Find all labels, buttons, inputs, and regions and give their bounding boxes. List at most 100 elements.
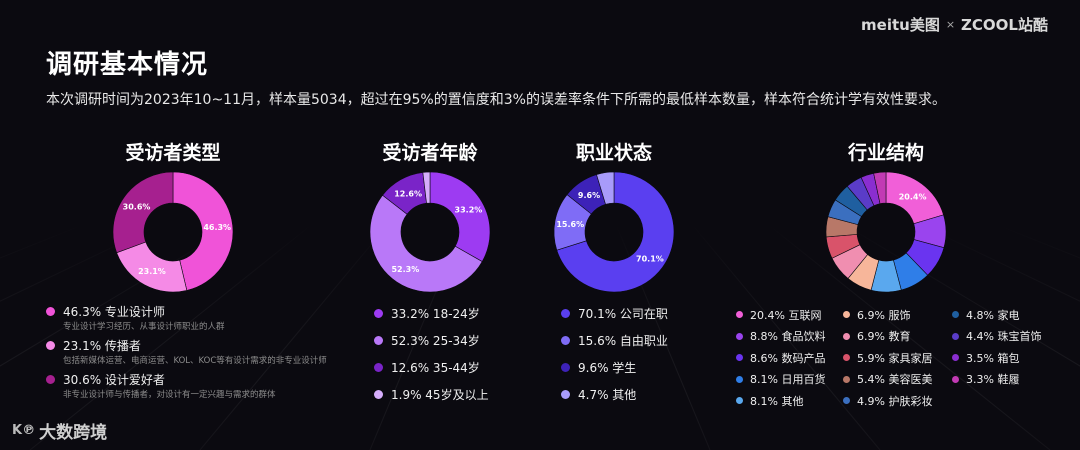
donut-slice-label: 70.1% <box>636 254 664 263</box>
donut-slice-label: 46.3% <box>203 223 231 232</box>
legend-item: 8.1% 日用百货 <box>736 369 843 391</box>
legend-item: 3.5% 箱包 <box>952 347 1052 369</box>
donut-chart-respondent-type: 46.3% 23.1% 30.6% <box>112 171 234 293</box>
legend-label: 9.6% 学生 <box>578 361 637 375</box>
brand-watermark: K℗ 大数跨境 <box>12 418 107 443</box>
legend-industry: 20.4% 互联网 6.9% 服饰 4.8% 家电 8.8% 食品饮料 6.9%… <box>736 304 1052 412</box>
legend-label: 6.9% 教育 <box>857 330 911 344</box>
legend-item: 20.4% 互联网 <box>736 304 843 326</box>
legend-item: 15.6% 自由职业 <box>561 327 668 354</box>
legend-dot <box>843 397 850 405</box>
legend-label: 1.9% 45岁及以上 <box>391 388 489 402</box>
legend-label: 12.6% 35-44岁 <box>391 361 480 375</box>
legend-dot <box>952 311 959 319</box>
donut-slice <box>556 171 675 293</box>
donut-slice-label: 9.6% <box>578 191 600 200</box>
legend-item: 4.4% 珠宝首饰 <box>952 326 1052 348</box>
donut-chart-employment: 70.1% 15.6% 9.6% <box>553 171 675 293</box>
legend-dot <box>736 332 743 340</box>
legend-item: 70.1% 公司在职 <box>561 300 668 327</box>
legend-item: 5.9% 家具家居 <box>843 347 952 369</box>
legend-dot <box>46 374 55 384</box>
chart-title-age: 受访者年龄 <box>382 142 478 164</box>
brand-text: 大数跨境 <box>39 423 108 443</box>
legend-label: 5.9% 家具家居 <box>857 351 933 365</box>
legend-item: 8.6% 数码产品 <box>736 347 843 369</box>
legend-dot <box>561 336 570 345</box>
legend-label: 4.9% 护肤彩妆 <box>857 394 933 408</box>
chart-title-employment: 职业状态 <box>575 142 652 164</box>
legend-label: 8.6% 数码产品 <box>750 351 826 365</box>
legend-item: 30.6% 设计爱好者 <box>46 370 327 388</box>
legend-dot <box>843 311 850 319</box>
page-title: 调研基本情况 <box>46 50 209 80</box>
legend-employment: 70.1% 公司在职 15.6% 自由职业 9.6% 学生 4.7% 其他 <box>561 300 668 408</box>
legend-dot <box>736 311 743 319</box>
legend-item: 4.9% 护肤彩妆 <box>843 390 952 412</box>
legend-label: 4.7% 其他 <box>578 388 637 402</box>
donut-slice <box>596 171 615 205</box>
legend-item: 3.3% 鞋履 <box>952 369 1052 391</box>
legend-label: 20.4% 互联网 <box>750 308 822 322</box>
legend-label: 3.5% 箱包 <box>966 351 1020 365</box>
legend-dot <box>843 354 850 362</box>
legend-item <box>952 390 1052 412</box>
legend-label: 8.1% 其他 <box>750 394 804 408</box>
legend-dot <box>374 363 383 372</box>
legend-label: 15.6% 自由职业 <box>578 334 668 348</box>
donut-slice <box>873 171 887 204</box>
legend-dot <box>374 390 383 399</box>
logo-separator: × <box>945 18 956 31</box>
legend-dot <box>374 336 383 345</box>
donut-slice <box>172 171 234 291</box>
donut-slice-label: 15.6% <box>556 220 584 229</box>
legend-dot <box>843 332 850 340</box>
legend-dot <box>561 390 570 399</box>
legend-item: 46.3% 专业设计师 <box>46 302 327 320</box>
legend-dot <box>736 375 743 383</box>
legend-label: 46.3% 专业设计师 <box>63 304 165 319</box>
legend-dot <box>46 306 55 316</box>
legend-item: 6.9% 服饰 <box>843 304 952 326</box>
donut-chart-age: 33.2% 52.3% 12.6% <box>369 171 491 293</box>
legend-age: 33.2% 18-24岁 52.3% 25-34岁 12.6% 35-44岁 1… <box>374 300 489 408</box>
legend-item: 12.6% 35-44岁 <box>374 354 489 381</box>
page-subtitle: 本次调研时间为2023年10~11月，样本量5034，超过在95%的置信度和3%… <box>46 92 946 108</box>
legend-dot <box>736 397 743 405</box>
legend-dot <box>561 309 570 318</box>
legend-item: 23.1% 传播者 <box>46 336 327 354</box>
legend-label: 4.8% 家电 <box>966 308 1020 322</box>
legend-item: 1.9% 45岁及以上 <box>374 381 489 408</box>
legend-item: 9.6% 学生 <box>561 354 668 381</box>
legend-item: 4.7% 其他 <box>561 381 668 408</box>
legend-item: 33.2% 18-24岁 <box>374 300 489 327</box>
legend-label: 30.6% 设计爱好者 <box>63 372 165 387</box>
legend-dot <box>561 363 570 372</box>
legend-label: 6.9% 服饰 <box>857 308 911 322</box>
donut-slice-label: 12.6% <box>394 189 422 198</box>
legend-item: 8.1% 其他 <box>736 390 843 412</box>
legend-label: 33.2% 18-24岁 <box>391 307 480 321</box>
legend-label: 23.1% 传播者 <box>63 338 141 353</box>
legend-label: 3.3% 鞋履 <box>966 373 1020 387</box>
legend-dot <box>843 375 850 383</box>
donut-slice-label: 30.6% <box>123 203 151 212</box>
zcool-logo: ZCOOL站酷 <box>961 16 1048 34</box>
legend-dot <box>952 354 959 362</box>
brand-mark: K℗ <box>12 423 36 438</box>
donut-chart-industry: 20.4% <box>825 171 947 293</box>
legend-item: 6.9% 教育 <box>843 326 952 348</box>
legend-description: 非专业设计师与传播者，对设计有一定兴趣与需求的群体 <box>63 390 276 400</box>
donut-slice-label: 20.4% <box>899 192 927 201</box>
legend-dot <box>736 354 743 362</box>
legend-dot <box>952 332 959 340</box>
legend-label: 70.1% 公司在职 <box>578 307 668 321</box>
legend-item: 8.8% 食品饮料 <box>736 326 843 348</box>
chart-title-industry: 行业结构 <box>847 142 924 164</box>
donut-slice <box>422 171 431 204</box>
legend-description: 包括新媒体运营、电商运营、KOL、KOC等有设计需求的非专业设计师 <box>63 356 327 366</box>
partner-logos: meitu美图 × ZCOOL站酷 <box>861 14 1048 35</box>
legend-dot <box>952 375 959 383</box>
legend-item: 5.4% 美容医美 <box>843 369 952 391</box>
chart-title-respondent-type: 受访者类型 <box>125 142 221 164</box>
